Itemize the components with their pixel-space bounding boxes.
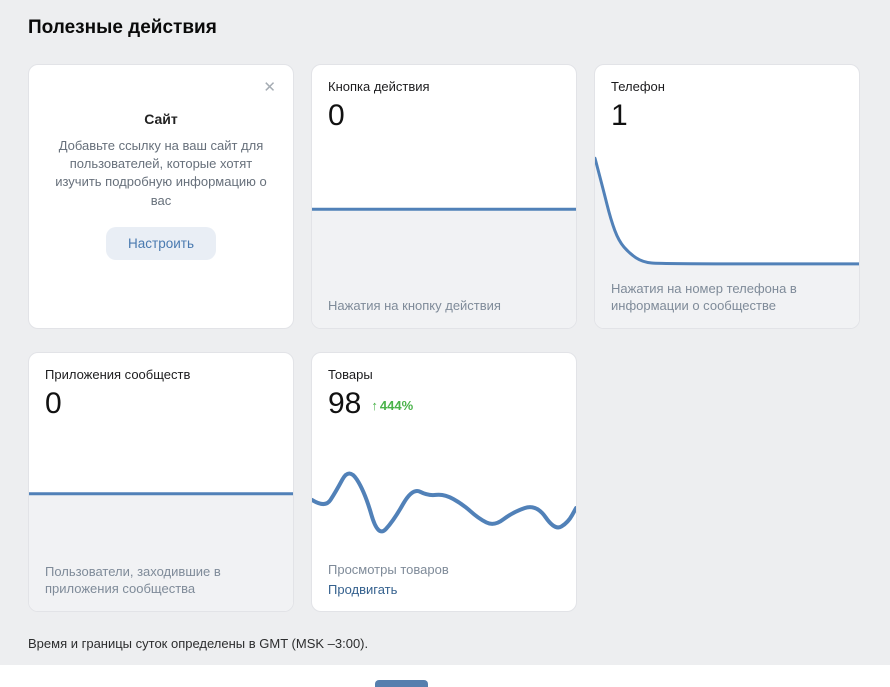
timezone-note: Время и границы суток определены в GMT (… [28,636,369,651]
metric-caption: Просмотры товаров [328,561,449,577]
metric-value: 1 [611,99,628,132]
metric-caption: Нажатия на кнопку действия [328,298,501,314]
metric-caption: Пользователи, заходившие в приложения со… [45,563,221,597]
promo-card-description: Добавьте ссылку на ваш сайт для пользова… [55,138,267,208]
community-apps-sparkline [29,450,293,611]
metric-value: 98 [328,387,362,420]
metric-value: 0 [328,99,345,132]
arrow-up-icon: ↑ [371,398,378,414]
bottom-strip [0,665,890,687]
metric-value: 0 [45,387,62,420]
promo-card-title: Сайт [144,111,178,127]
promote-link[interactable]: Продвигать [328,582,398,598]
metric-delta-value: 444% [379,398,414,414]
phone-sparkline [595,153,859,328]
metric-card-community-apps[interactable]: Приложения сообществ 0 Пользователи, зах… [28,352,294,612]
metric-title: Телефон [611,79,665,94]
configure-button[interactable]: Настроить [106,226,216,260]
metric-title: Кнопка действия [328,79,430,94]
metric-caption-block: Просмотры товаров Продвигать [328,561,562,599]
metric-delta: ↑ 444% [371,398,413,413]
metric-card-goods[interactable]: Товары 98 ↑ 444% Просмотры товаров Продви… [311,352,577,612]
goods-sparkline [312,451,576,553]
metric-caption: Нажатия на номер телефона в информации о… [611,280,797,314]
action-button-sparkline [312,165,576,328]
bottom-indicator [375,680,428,687]
metric-title: Приложения сообществ [45,367,191,382]
metric-title: Товары [328,367,373,382]
metric-card-action-button[interactable]: Кнопка действия 0 Нажатия на кнопку дейс… [311,64,577,329]
page-title: Полезные действия [28,17,217,38]
close-icon[interactable]: ✕ [263,79,276,96]
site-promo-card: ✕ Сайт Добавьте ссылку на ваш сайт для п… [28,64,294,329]
metric-card-phone[interactable]: Телефон 1 Нажатия на номер телефона в ин… [594,64,860,329]
